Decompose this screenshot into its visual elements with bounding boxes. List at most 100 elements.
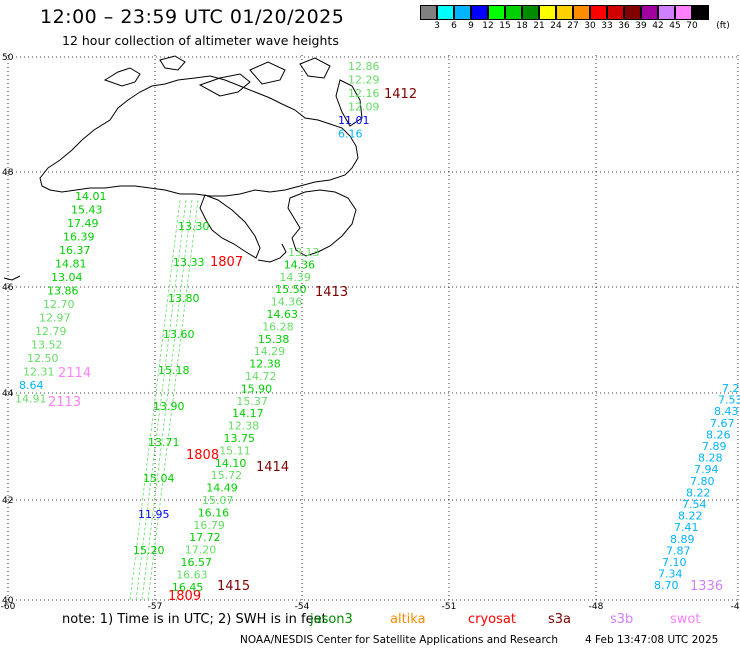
swh-label: 14.39	[279, 271, 311, 284]
colorbar-labels: 3 6 9 12 15 18 21 24 27 30 33 36 39 42 45 70 (ft)	[420, 21, 730, 33]
swh-label: 12.79	[35, 325, 67, 338]
colorbar-label: 70	[686, 21, 698, 31]
satellite-ground-tracks	[129, 199, 199, 601]
ground-track	[129, 199, 181, 601]
swh-label: 15.72	[211, 469, 243, 482]
colorbar-swatch	[573, 5, 590, 20]
mission-s3b: s3b	[610, 612, 634, 627]
colorbar-label: 33	[601, 21, 613, 31]
colorbar-swatch	[420, 5, 437, 20]
ground-track	[135, 199, 187, 601]
swh-label: 13.90	[153, 400, 185, 413]
swh-label: 7.34	[658, 568, 683, 581]
swh-label: 16.79	[193, 519, 225, 532]
colorbar-label: 12	[482, 21, 494, 31]
swh-label: 7.89	[702, 440, 727, 453]
ground-track	[147, 199, 199, 601]
swh-label: 13.33	[173, 256, 205, 269]
swh-label: 11.95	[138, 508, 170, 521]
swh-label: 7.23	[722, 382, 740, 395]
swh-label: 14.91	[15, 393, 47, 406]
swh-label: 15.04	[143, 472, 175, 485]
colorbar-swatch	[590, 5, 607, 20]
swh-label: 13.04	[51, 271, 83, 284]
colorbar-swatch	[607, 5, 624, 20]
mission-altika: altika	[390, 612, 426, 627]
wave-height-colorbar	[420, 5, 709, 20]
swh-label: 12.86	[348, 60, 380, 73]
swh-label: 7.94	[694, 463, 719, 476]
colorbar-label: 30	[584, 21, 596, 31]
colorbar-swatch	[437, 5, 454, 20]
swh-label: 7.53	[718, 394, 740, 407]
swh-label: 14.17	[232, 407, 264, 420]
swh-label: 14.81	[55, 258, 87, 271]
swh-label: 16.63	[176, 568, 208, 581]
swh-label: 13.86	[47, 285, 79, 298]
chart-title: 12:00 – 23:59 UTC 01/20/2025	[40, 6, 345, 28]
ground-track	[141, 199, 193, 601]
lon-label: -48	[589, 602, 604, 612]
lat-label: 46	[2, 283, 14, 293]
swh-label: 8.22	[686, 486, 711, 499]
swh-label: 12.38	[249, 358, 280, 371]
swh-label: 14.36	[284, 258, 316, 271]
lat-label: 40	[2, 596, 14, 606]
lon-label: -51	[442, 602, 457, 612]
colorbar-label: 9	[468, 21, 474, 31]
swh-label: 14.01	[75, 190, 107, 203]
swh-label: 8.22	[678, 510, 703, 523]
swh-label: 13.60	[163, 328, 195, 341]
swh-label: 15.50	[275, 283, 307, 296]
colorbar-label: 45	[669, 21, 681, 31]
swh-label: 12.16	[348, 87, 380, 100]
colorbar-swatch	[471, 5, 488, 20]
swh-label: 8.64	[19, 379, 44, 392]
pass-time-label: 1807	[210, 255, 243, 270]
colorbar-swatch	[675, 5, 692, 20]
swh-label: 12.29	[348, 74, 380, 87]
swh-label: 13.13	[288, 246, 320, 259]
pass-time-label: 1412	[384, 87, 417, 102]
swh-label: 14.10	[215, 457, 247, 470]
swh-label: 8.70	[654, 579, 679, 592]
swh-label: 13.80	[168, 292, 200, 305]
note-text: note: 1) Time is in UTC; 2) SWH is in fe…	[62, 612, 327, 627]
swh-label: 8.28	[698, 452, 723, 465]
lat-lon-grid	[7, 55, 739, 601]
wave-height-labels: 12.8612.2912.1612.0911.016.1614.0115.431…	[15, 60, 740, 604]
pass-time-label: 1415	[217, 579, 250, 594]
colorbar-label: 24	[550, 21, 562, 31]
swh-label: 7.41	[674, 521, 699, 534]
colorbar-label: 36	[618, 21, 630, 31]
colorbar-label: 15	[499, 21, 511, 31]
swh-label: 13.71	[148, 436, 180, 449]
swh-label: 7.10	[662, 556, 687, 569]
lat-label: 42	[2, 496, 13, 506]
axis-labels: 50 48 46 44 42 40-60 -57 -54 -51 -48 -45	[1, 53, 740, 612]
colorbar-swatch	[692, 5, 709, 20]
note: note: 1) Time is in UTC; 2) SWH is in fe…	[62, 612, 327, 627]
colorbar-swatch	[488, 5, 505, 20]
swh-label: 14.72	[245, 370, 277, 383]
swh-label: 13.30	[178, 220, 210, 233]
colorbar-label: 42	[652, 21, 664, 31]
pass-time-label: 1336	[690, 579, 723, 594]
swh-label: 14.36	[271, 296, 303, 309]
swh-label: 12.09	[348, 101, 380, 114]
mission-cryosat: cryosat	[468, 612, 516, 627]
colorbar-label: 6	[451, 21, 457, 31]
swh-label: 14.29	[254, 345, 286, 358]
pass-time-label: 1809	[168, 589, 201, 604]
generation-timestamp: 4 Feb 13:47:08 UTC 2025	[585, 634, 719, 646]
lon-label: -57	[148, 602, 163, 612]
colorbar-swatch	[522, 5, 539, 20]
lon-label: -45	[731, 602, 740, 612]
swh-label: 15.20	[133, 544, 165, 557]
colorbar-swatch	[658, 5, 675, 20]
footer-credit: NOAA/NESDIS Center for Satellite Applica…	[240, 634, 558, 646]
swh-label: 15.11	[219, 444, 251, 457]
swh-label: 16.39	[63, 231, 95, 244]
pass-time-label: 2113	[48, 395, 81, 410]
swh-label: 15.07	[202, 494, 234, 507]
